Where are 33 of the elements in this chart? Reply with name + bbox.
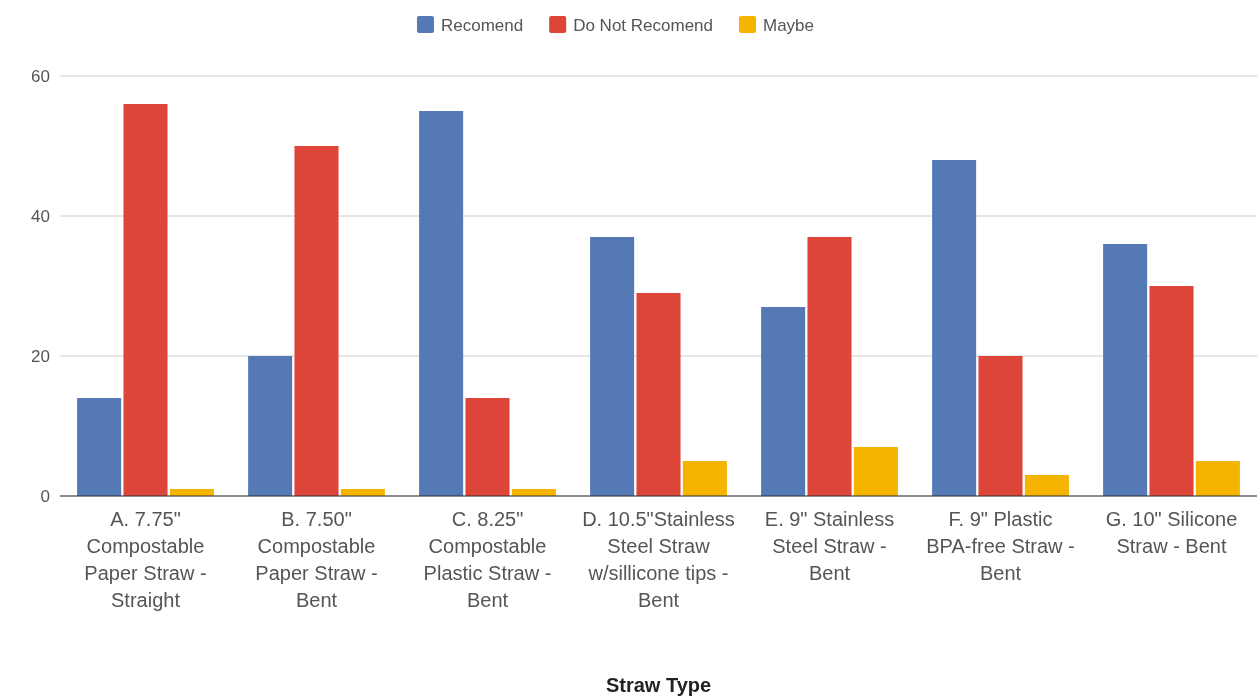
bar (682, 461, 727, 496)
bar (807, 237, 852, 496)
bar (294, 146, 339, 496)
x-tick-label: F. 9" Plastic BPA-free Straw - Bent (926, 508, 1075, 584)
bar (590, 237, 635, 496)
bar (77, 398, 122, 496)
bar (1149, 286, 1194, 496)
legend-label: Recomend (440, 15, 524, 35)
bar (1024, 475, 1069, 496)
x-tick-label: A. 7.75" Compostable Paper Straw - Straight (84, 508, 207, 611)
x-tick-label: D. 10.5"Stainless Steel Straw w/sillicone tips - Bent (582, 508, 735, 611)
x-tick-label: G. 10" Silicone Straw - Bent (1105, 508, 1238, 557)
bar (853, 447, 898, 496)
bar (123, 104, 168, 496)
bar (636, 293, 681, 496)
legend-label: Do Not Recomend (573, 15, 714, 35)
legend-label: Maybe (763, 15, 815, 35)
y-tick-label: 60 (31, 66, 50, 86)
x-tick-label: C. 8.25" Compostable Plastic Straw - Bent (423, 508, 552, 611)
bar (978, 356, 1023, 496)
x-axis-title: Straw Type (605, 674, 712, 696)
bar (248, 356, 293, 496)
bar (1103, 244, 1148, 496)
bar (419, 111, 464, 496)
bar (932, 160, 977, 496)
x-tick-label: E. 9" Stainless Steel Straw - Bent (764, 508, 895, 584)
bar (1195, 461, 1240, 496)
bar (761, 307, 806, 496)
x-tick-label: B. 7.50" Compostable Paper Straw - Bent (255, 508, 378, 611)
y-tick-label: 20 (31, 346, 50, 366)
bar (465, 398, 510, 496)
y-tick-label: 0 (40, 486, 50, 506)
y-tick-label: 40 (31, 206, 50, 226)
